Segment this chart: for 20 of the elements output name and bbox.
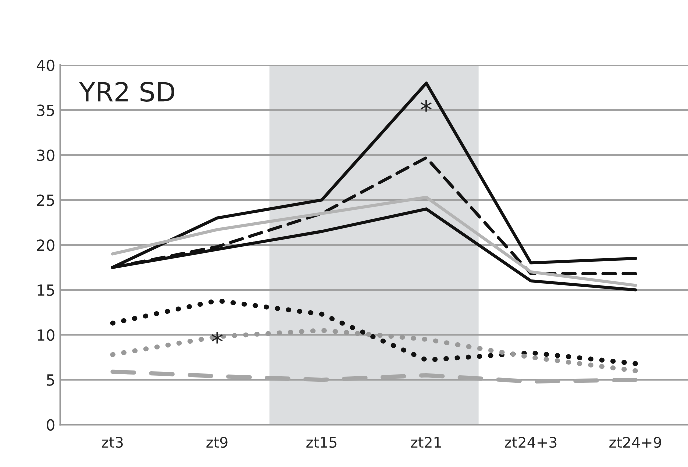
annotation: * [420, 100, 432, 112]
annotation: * [212, 332, 223, 344]
x-tick-label: zt21 [411, 437, 442, 448]
y-tick-label: 35 [37, 104, 54, 116]
y-tick-label: 40 [36, 60, 55, 72]
x-tick-label: zt15 [306, 437, 337, 448]
y-tick-label: 20 [37, 240, 55, 252]
y-tick-label: 0 [46, 419, 55, 431]
annotation: YR2 SD [79, 82, 175, 102]
x-tick-label: zt9 [206, 437, 228, 448]
y-tick-label: 25 [37, 194, 54, 206]
x-tick-label: zt24+3 [505, 437, 557, 448]
x-tick-label: zt24+9 [610, 437, 662, 448]
y-tick-label: 5 [47, 374, 54, 386]
y-tick-label: 10 [38, 330, 55, 342]
line-series [111, 196, 638, 288]
line-series [110, 298, 638, 366]
x-tick-label: zt3 [102, 437, 123, 448]
y-tick-label: 30 [37, 150, 55, 162]
y-tick-label: 15 [38, 284, 54, 296]
